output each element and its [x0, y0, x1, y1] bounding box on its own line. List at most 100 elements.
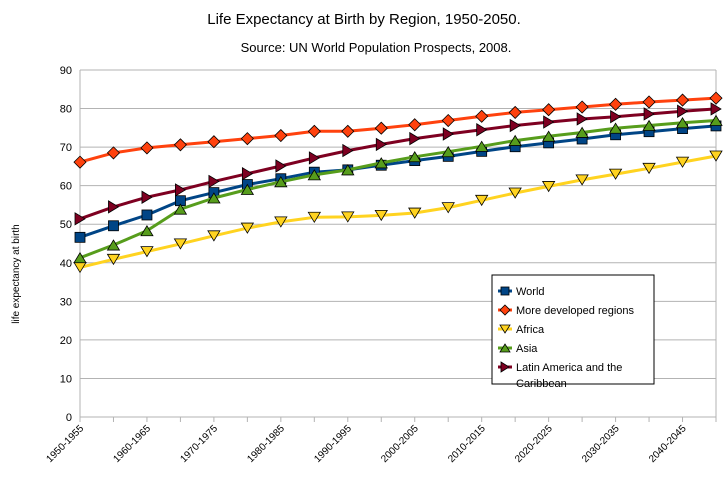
data-point	[307, 211, 322, 224]
x-tick-label: 2040-2045	[647, 423, 689, 465]
legend-item: More developed regions	[498, 304, 635, 317]
data-point	[575, 100, 589, 114]
data-point	[509, 118, 521, 133]
series-line	[79, 154, 717, 269]
series-line	[79, 124, 717, 239]
x-tick-label: 1950-1955	[45, 423, 87, 465]
grid	[80, 69, 716, 418]
data-point	[173, 138, 187, 152]
series-line	[79, 107, 717, 221]
data-point	[240, 222, 255, 234]
x-tick-label: 2000-2005	[379, 423, 421, 465]
data-point	[274, 176, 288, 188]
data-point	[207, 192, 221, 204]
x-tick-label: 1980-1985	[245, 423, 287, 465]
data-point	[409, 131, 421, 146]
data-point	[543, 115, 555, 129]
legend-box	[491, 274, 655, 385]
data-point	[542, 103, 556, 117]
data-point	[499, 343, 511, 353]
data-point	[108, 220, 119, 232]
data-point	[275, 159, 287, 173]
data-point	[710, 102, 722, 116]
series-line	[79, 119, 717, 260]
data-point	[610, 109, 622, 124]
chart-title: Life Expectancy at Birth by Region, 1950…	[207, 11, 521, 28]
data-point	[207, 135, 221, 149]
legend-item: Africa	[498, 324, 545, 336]
x-tick-label: 1970-1975	[178, 423, 220, 465]
data-point	[207, 230, 221, 242]
data-point	[508, 134, 522, 146]
data-point	[675, 93, 690, 107]
data-point	[141, 209, 153, 221]
data-point	[408, 150, 422, 163]
y-tick-label: 10	[60, 373, 72, 385]
y-tick-label: 30	[60, 296, 72, 308]
data-point	[74, 231, 86, 243]
data-point	[374, 209, 388, 222]
chart-subtitle: Source: UN World Population Prospects, 2…	[241, 40, 512, 55]
series-group	[73, 150, 723, 274]
y-tick-label: 50	[60, 219, 72, 231]
data-point	[642, 95, 656, 109]
legend-label: Latin America and the	[516, 362, 622, 374]
data-point	[307, 124, 321, 138]
x-tick-label: 1990-1995	[312, 423, 354, 465]
data-point	[375, 137, 388, 152]
data-point	[499, 324, 511, 334]
data-point	[274, 216, 288, 228]
series-group	[74, 102, 722, 226]
data-point	[140, 141, 154, 155]
data-point	[575, 126, 589, 138]
legend-item: Latin America and the Caribbean	[498, 361, 622, 390]
data-point	[575, 174, 589, 186]
data-point	[308, 151, 321, 165]
data-point	[642, 119, 656, 131]
x-tick-label: 2020-2025	[513, 423, 555, 465]
data-point	[173, 203, 188, 215]
data-point	[474, 194, 489, 207]
data-point	[106, 253, 121, 266]
data-point	[240, 183, 255, 195]
y-axis-label: life expectancy at birth	[11, 224, 22, 324]
x-tick-label: 1960-1965	[111, 423, 153, 465]
legend-item: World	[498, 286, 545, 298]
data-point	[609, 97, 623, 111]
data-point	[500, 361, 510, 373]
legend-label: Africa	[516, 324, 545, 336]
data-point	[474, 140, 489, 152]
legend-label: Caribbean	[516, 378, 567, 390]
data-point	[709, 150, 723, 162]
y-tick-label: 60	[60, 181, 72, 193]
data-point	[106, 146, 121, 160]
data-point	[475, 109, 489, 123]
data-point	[274, 128, 288, 143]
data-point	[675, 156, 690, 168]
legend-label: Asia	[516, 343, 538, 355]
data-point	[106, 239, 121, 251]
legend-item: Asia	[498, 343, 538, 355]
data-point	[108, 200, 120, 214]
data-point	[642, 162, 656, 175]
data-point	[240, 132, 254, 146]
data-point	[643, 107, 655, 121]
data-point	[500, 286, 510, 296]
data-point	[408, 207, 422, 219]
series-layer	[73, 91, 723, 274]
data-point	[341, 124, 355, 138]
data-point	[608, 122, 623, 134]
data-point	[74, 212, 86, 226]
data-point	[341, 211, 355, 223]
series-group	[73, 114, 723, 264]
y-tick-label: 40	[60, 258, 72, 270]
data-point	[341, 164, 355, 176]
data-point	[173, 238, 188, 250]
x-tick-label: 2030-2035	[580, 423, 622, 465]
y-tick-label: 0	[66, 412, 72, 424]
data-point	[208, 174, 220, 189]
data-point	[408, 118, 422, 132]
data-point	[608, 168, 623, 180]
data-point	[175, 183, 187, 197]
